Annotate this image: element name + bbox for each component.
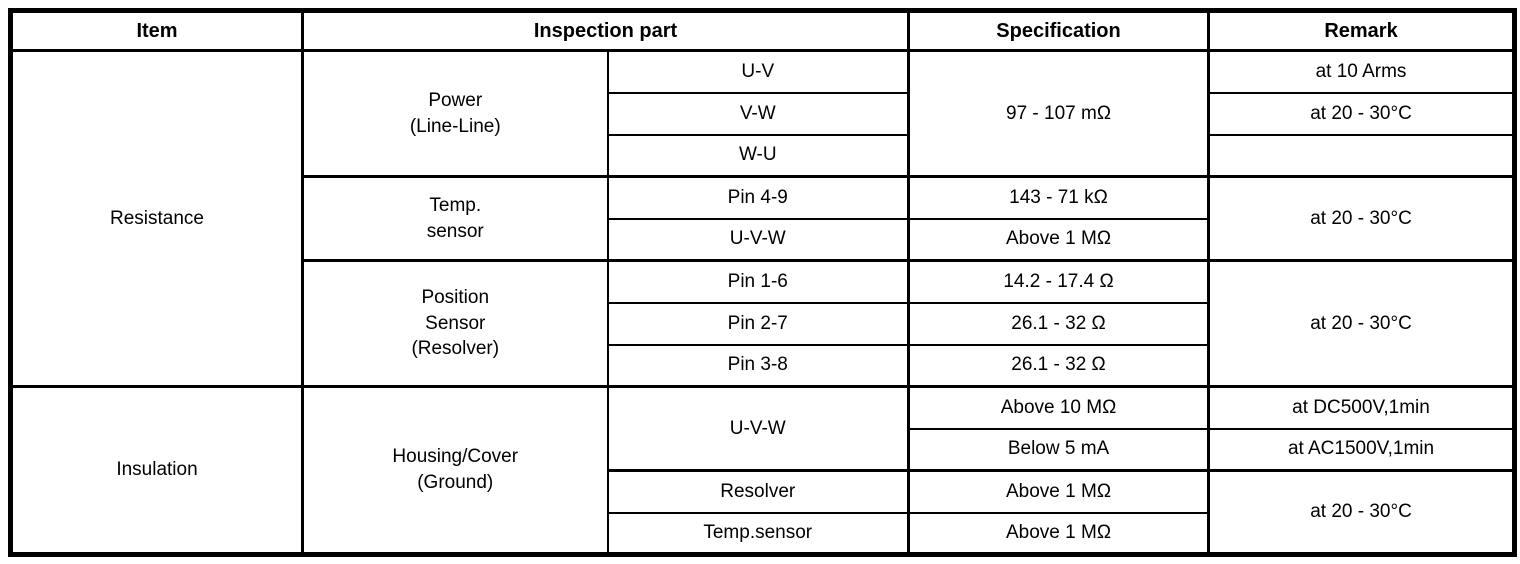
col-header-remark: Remark xyxy=(1207,9,1516,52)
table-row: W-U xyxy=(11,133,1516,178)
table-row: Temp.sensor Above 1 MΩ xyxy=(11,511,1515,556)
remark-cell-empty xyxy=(1207,133,1516,178)
remark-cell-temp-sensor: at 20 - 30°C xyxy=(1207,175,1516,262)
col-header-inspection-part: Inspection part xyxy=(301,9,911,52)
col-header-item: Item xyxy=(9,9,304,52)
part-cell-temp-sensor: Temp.sensor xyxy=(606,511,911,556)
table-row: Resolver Above 1 MΩ at 20 - 30°C xyxy=(11,469,1516,556)
part-cell-vw: V-W xyxy=(606,91,911,136)
spec-cell-temp-sensor: Above 1 MΩ xyxy=(907,511,1211,556)
spec-cell-above-10m: Above 10 MΩ xyxy=(907,385,1211,430)
part-cell-pin27: Pin 2-7 xyxy=(606,301,911,346)
inspection-spec-table: Item Inspection part Specification Remar… xyxy=(8,8,1518,557)
part-cell-pin49: Pin 4-9 xyxy=(606,175,911,220)
remark-cell-insulation-temp: at 20 - 30°C xyxy=(1207,469,1516,556)
part-cell-pin16: Pin 1-6 xyxy=(606,259,911,304)
remark-cell-ac1500v: at AC1500V,1min xyxy=(1207,427,1516,472)
spec-cell-pin27: 26.1 - 32 Ω xyxy=(907,301,1211,346)
item-cell-insulation: Insulation xyxy=(9,385,304,556)
part-cell-pin38: Pin 3-8 xyxy=(606,343,911,388)
spec-cell-power: 97 - 107 mΩ xyxy=(907,49,1211,178)
spec-cell-pin16: 14.2 - 17.4 Ω xyxy=(907,259,1211,304)
table-row: Temp. sensor Pin 4-9 143 - 71 kΩ at 20 -… xyxy=(11,175,1516,262)
spec-cell-pin38: 26.1 - 32 Ω xyxy=(907,343,1211,388)
table-row: Pin 2-7 26.1 - 32 Ω xyxy=(11,301,1515,346)
col-header-specification: Specification xyxy=(907,9,1211,52)
table-row: U-V-W Above 1 MΩ xyxy=(11,217,1515,262)
part-cell-uvw-resistance: U-V-W xyxy=(606,217,911,262)
item-cell-resistance: Resistance xyxy=(9,49,304,388)
remark-cell-power-temp: at 20 - 30°C xyxy=(1207,91,1516,136)
remark-cell-10arms: at 10 Arms xyxy=(1207,49,1516,94)
table-row: Insulation Housing/Cover (Ground) U-V-W … xyxy=(9,385,1516,556)
spec-cell-uvw-resistance: Above 1 MΩ xyxy=(907,217,1211,262)
group-cell-position-sensor: Position Sensor (Resolver) xyxy=(301,259,609,388)
group-cell-housing-cover: Housing/Cover (Ground) xyxy=(301,385,609,556)
part-cell-uvw-insulation: U-V-W xyxy=(606,385,911,472)
remark-cell-dc500v: at DC500V,1min xyxy=(1207,385,1516,430)
part-cell-uv: U-V xyxy=(606,49,911,94)
header-row: Item Inspection part Specification Remar… xyxy=(9,9,1516,52)
remark-cell-position-sensor: at 20 - 30°C xyxy=(1207,259,1516,388)
spec-cell-resolver: Above 1 MΩ xyxy=(907,469,1211,514)
part-cell-wu: W-U xyxy=(606,133,911,178)
table-row: Position Sensor (Resolver) Pin 1-6 14.2 … xyxy=(11,259,1516,388)
table-row: Below 5 mA at AC1500V,1min xyxy=(11,427,1516,472)
spec-cell-pin49: 143 - 71 kΩ xyxy=(907,175,1211,220)
table-row: Pin 3-8 26.1 - 32 Ω xyxy=(11,343,1515,388)
table-row: V-W at 20 - 30°C xyxy=(11,91,1516,136)
group-cell-power-line-line: Power (Line-Line) xyxy=(301,49,609,178)
part-cell-resolver: Resolver xyxy=(606,469,911,514)
group-cell-temp-sensor: Temp. sensor xyxy=(301,175,609,262)
spec-cell-below-5ma: Below 5 mA xyxy=(907,427,1211,472)
table-row: Resistance Power (Line-Line) U-V 97 - 10… xyxy=(9,49,1516,388)
